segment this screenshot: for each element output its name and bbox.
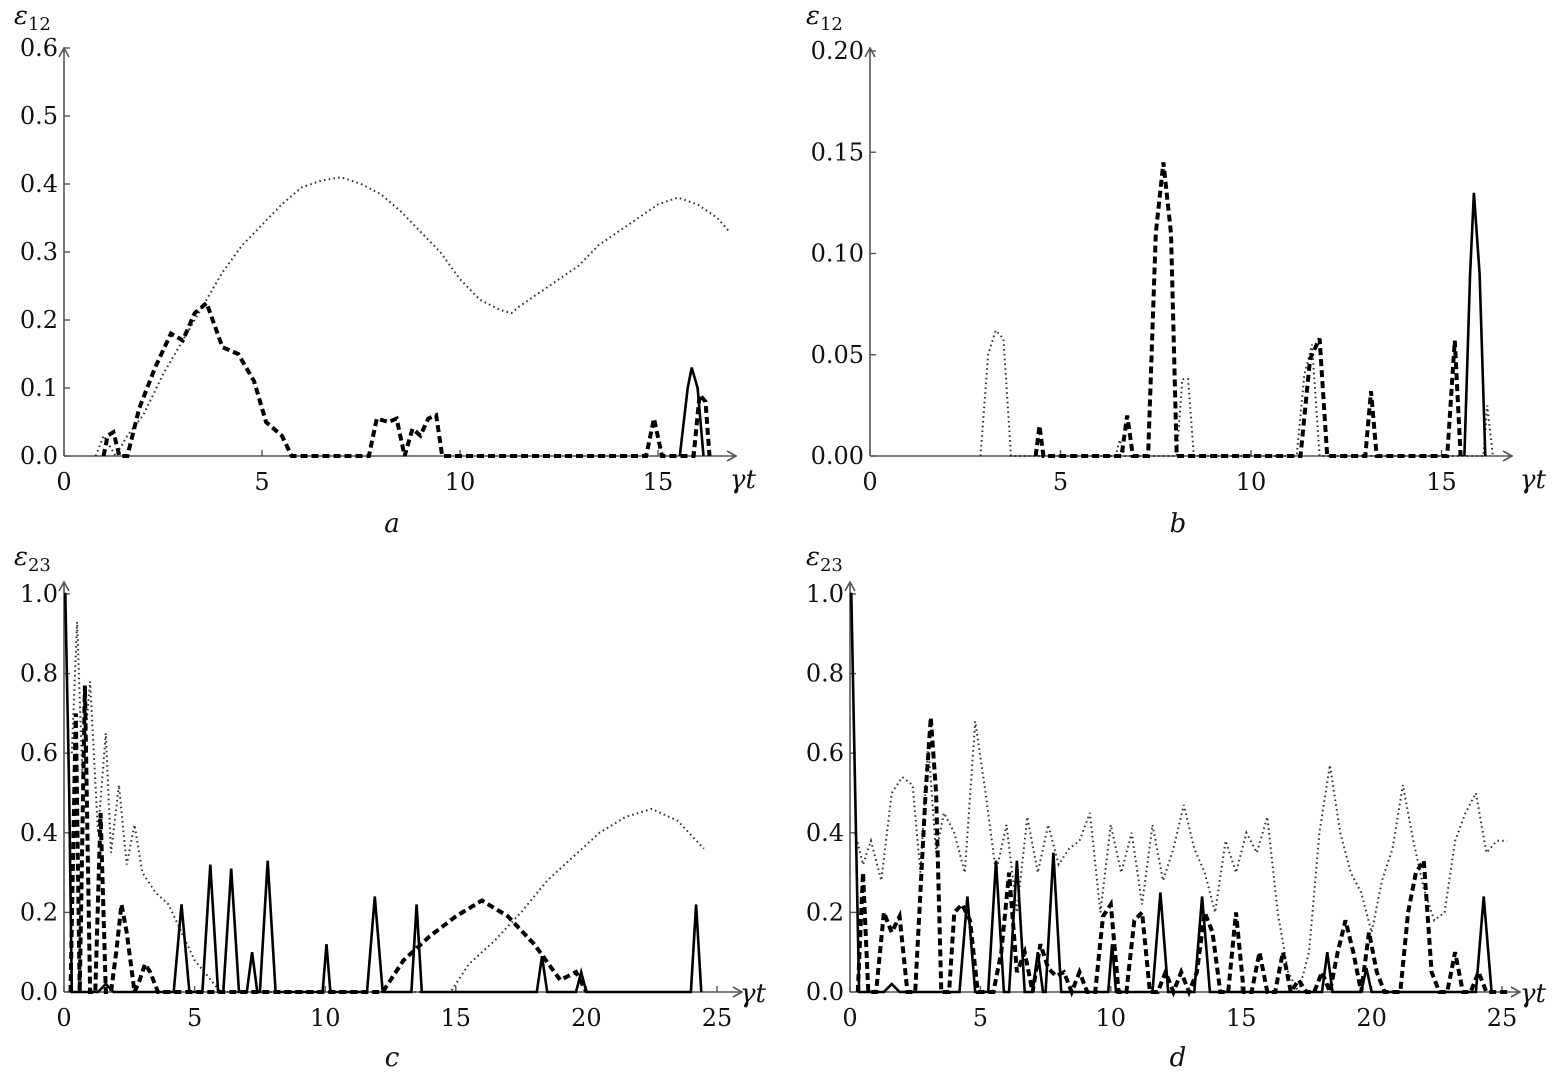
y-tick-label: 0.0 xyxy=(20,442,58,470)
y-axis-arrow xyxy=(844,580,856,592)
panel-label: a xyxy=(384,509,400,539)
x-axis-arrow xyxy=(726,450,738,462)
x-tick-label: 20 xyxy=(571,1004,602,1032)
y-axis-arrow xyxy=(864,46,876,58)
y-tick-label: 1.0 xyxy=(20,580,58,608)
y-tick-label: 0.4 xyxy=(20,170,58,198)
y-tick-label: 0.4 xyxy=(20,819,58,847)
y-tick-label: 0.4 xyxy=(806,819,844,847)
y-axis-label: ε23 xyxy=(14,542,51,576)
panel-label: b xyxy=(1170,509,1187,539)
y-tick-label: 0.0 xyxy=(20,978,58,1006)
y-tick-label: 1.0 xyxy=(806,580,844,608)
y-tick-label: 0.6 xyxy=(806,739,844,767)
x-tick-label: 10 xyxy=(445,468,476,496)
y-tick-label: 0.05 xyxy=(811,341,864,369)
x-tick-label: 15 xyxy=(1426,468,1457,496)
x-tick-label: 0 xyxy=(56,1004,71,1032)
x-axis-label: γt xyxy=(1520,979,1547,1009)
y-tick-label: 0.10 xyxy=(811,240,864,268)
x-tick-label: 10 xyxy=(1236,468,1267,496)
y-tick-label: 0.8 xyxy=(20,660,58,688)
series-line-dashed xyxy=(68,685,589,1000)
y-tick-label: 0.5 xyxy=(20,102,58,130)
x-axis-arrow xyxy=(1510,986,1522,998)
y-axis-label: ε12 xyxy=(14,1,51,35)
series-line-solid xyxy=(850,592,1493,994)
y-tick-label: 0.3 xyxy=(20,238,58,266)
y-tick-label: 0.20 xyxy=(811,37,864,65)
y-tick-label: 0.2 xyxy=(20,898,58,926)
y-tick-label: 0.2 xyxy=(806,898,844,926)
series-line-dotted xyxy=(94,176,731,458)
x-axis-arrow xyxy=(732,986,744,998)
x-tick-label: 10 xyxy=(310,1004,341,1032)
series-line-solid xyxy=(64,592,703,994)
x-tick-label: 5 xyxy=(254,468,269,496)
x-tick-label: 15 xyxy=(1226,1004,1257,1032)
x-tick-label: 25 xyxy=(1487,1004,1518,1032)
panel-d: 0 5 10 15 20 25 0.0 0.2 0.4 0.6 0.8 1.0 ε23 γt d xyxy=(806,542,1547,1073)
x-tick-label: 10 xyxy=(1096,1004,1127,1032)
y-tick-label: 0.6 xyxy=(20,34,58,62)
series-line-dashed xyxy=(101,299,712,458)
x-tick-label: 0 xyxy=(56,468,71,496)
x-tick-label: 5 xyxy=(187,1004,202,1032)
y-tick-label: 0.00 xyxy=(811,442,864,470)
series-line-dashed xyxy=(855,717,1508,1000)
x-tick-label: 5 xyxy=(1053,468,1068,496)
y-axis-arrow xyxy=(58,580,70,592)
series-line-dotted xyxy=(854,721,1508,995)
x-axis-label: γt xyxy=(1520,465,1547,495)
y-tick-label: 0.1 xyxy=(20,374,58,402)
series-line-solid xyxy=(678,367,705,457)
y-tick-label: 0.8 xyxy=(806,660,844,688)
series-line-dotted xyxy=(979,328,1494,457)
x-tick-label: 15 xyxy=(643,468,674,496)
x-tick-label: 25 xyxy=(702,1004,733,1032)
series-line-dotted xyxy=(70,621,705,993)
x-tick-label: 5 xyxy=(973,1004,988,1032)
x-axis-arrow xyxy=(1502,450,1514,462)
y-tick-label: 0.2 xyxy=(20,306,58,334)
panel-label: d xyxy=(1170,1043,1187,1073)
series-line-solid xyxy=(1463,192,1487,457)
y-axis-label: ε23 xyxy=(806,542,843,576)
x-axis-label: γt xyxy=(740,979,767,1009)
x-tick-label: 15 xyxy=(441,1004,472,1032)
x-axis-label: γt xyxy=(730,465,757,495)
panel-c: 0 5 10 15 20 25 0.0 0.2 0.4 0.6 0.8 1.0 ε23 γt c xyxy=(14,542,767,1073)
panel-label: c xyxy=(385,1043,400,1073)
y-tick-label: 0.15 xyxy=(811,138,864,166)
x-tick-label: 0 xyxy=(862,468,877,496)
y-tick-label: 0.6 xyxy=(20,739,58,767)
x-tick-label: 0 xyxy=(842,1004,857,1032)
x-tick-label: 20 xyxy=(1356,1004,1387,1032)
y-axis-label: ε12 xyxy=(806,1,843,35)
series-line-dashed xyxy=(1033,162,1463,458)
y-tick-label: 0.0 xyxy=(806,978,844,1006)
